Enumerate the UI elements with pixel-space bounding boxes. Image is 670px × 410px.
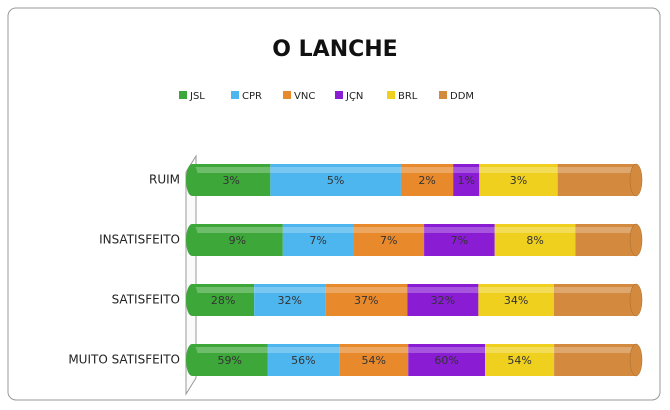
data-label: 32%: [431, 294, 455, 307]
data-label: 1%: [458, 174, 475, 187]
bar-segment: [575, 223, 643, 257]
legend-swatch: [179, 91, 187, 99]
data-label: 34%: [504, 294, 528, 307]
legend-swatch: [231, 91, 239, 99]
bar-segment: [400, 164, 454, 196]
bar-segment: [186, 224, 283, 256]
data-label: 7%: [380, 234, 397, 247]
data-label: 59%: [218, 354, 242, 367]
data-label: 3%: [222, 174, 239, 187]
bar-segment: [267, 344, 340, 376]
legend-label: JÇN: [345, 91, 363, 102]
chart-title: O LANCHE: [272, 37, 397, 62]
legend-label: BRL: [398, 91, 418, 102]
legend-label: DDM: [450, 91, 474, 102]
legend-swatch: [335, 91, 343, 99]
bar-segment: [557, 163, 643, 197]
data-label: 8%: [526, 234, 543, 247]
bar-segment: [186, 284, 255, 316]
bar-segment: [479, 164, 558, 196]
bar-segment: [478, 284, 554, 316]
legend-swatch: [283, 91, 291, 99]
category-label: INSATISFEITO: [99, 233, 180, 247]
category-label: MUITO SATISFEITO: [68, 353, 180, 367]
bar-segment: [270, 164, 401, 196]
data-label: 5%: [327, 174, 344, 187]
legend-label: JSL: [189, 91, 205, 102]
data-label: 3%: [510, 174, 527, 187]
data-label: 28%: [211, 294, 235, 307]
bar-segment: [282, 224, 354, 256]
category-label: SATISFEITO: [112, 293, 180, 307]
bar-segment: [254, 284, 326, 316]
bar-segment: [408, 344, 486, 376]
legend-label: CPR: [242, 91, 262, 102]
bar-segment: [424, 224, 495, 256]
data-label: 32%: [277, 294, 301, 307]
back-wall: [185, 154, 197, 396]
bar-segment: [553, 283, 643, 317]
chart-frame: [7, 7, 661, 401]
legend-swatch: [387, 91, 395, 99]
bar-segment: [453, 164, 480, 196]
data-label: 9%: [229, 234, 246, 247]
data-label: 2%: [418, 174, 435, 187]
bar-segment: [554, 343, 643, 377]
legend-swatch: [439, 91, 447, 99]
bar-segment: [339, 344, 409, 376]
bar-segment: [407, 284, 479, 316]
bar-segment: [325, 284, 408, 316]
data-label: 7%: [309, 234, 326, 247]
bar-segment: [186, 164, 271, 196]
bar-segment: [353, 224, 425, 256]
bar-segment: [186, 344, 268, 376]
bar-segment: [485, 344, 555, 376]
category-label: RUIM: [149, 173, 180, 187]
data-label: 54%: [507, 354, 531, 367]
data-label: 7%: [451, 234, 468, 247]
data-label: 60%: [434, 354, 458, 367]
data-label: 37%: [354, 294, 378, 307]
bar-segment: [494, 224, 576, 256]
data-label: 54%: [361, 354, 385, 367]
legend-label: VNC: [294, 91, 315, 102]
data-label: 56%: [291, 354, 315, 367]
